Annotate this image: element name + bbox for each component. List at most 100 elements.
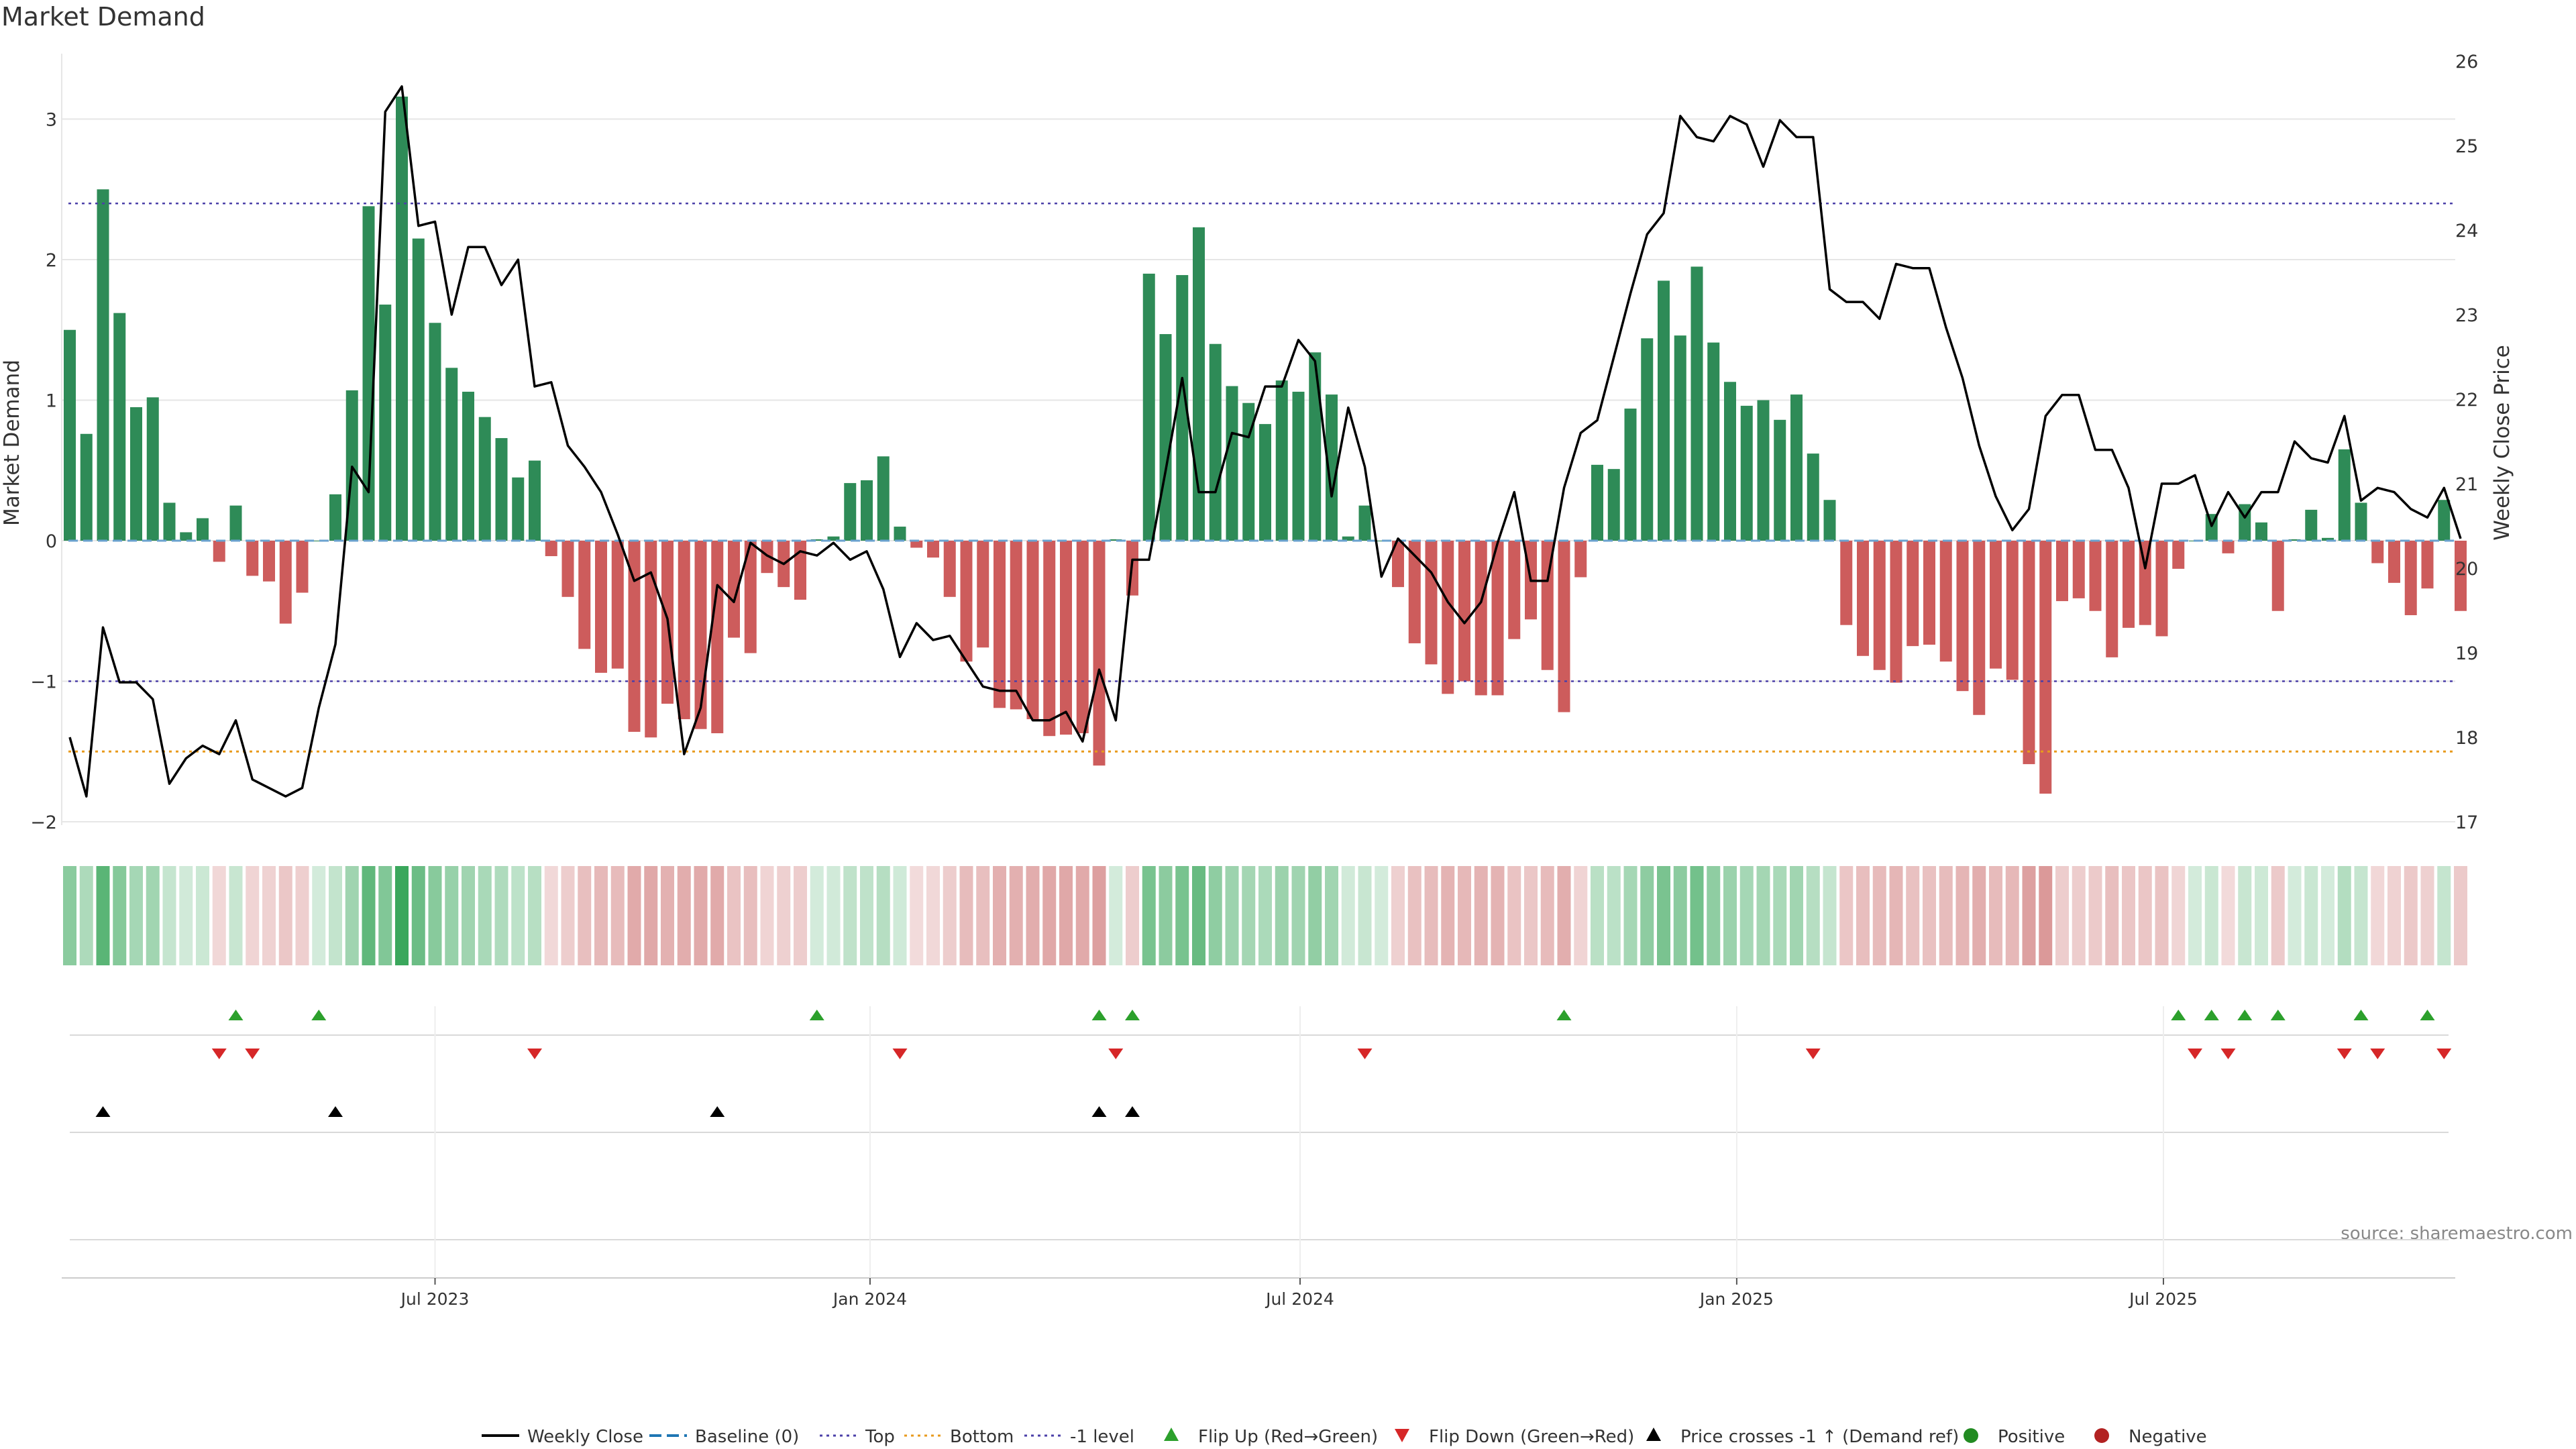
heat-cell-69 bbox=[1208, 866, 1222, 965]
price-cross-marker-3 bbox=[1091, 1106, 1107, 1117]
flip-down-marker-3 bbox=[892, 1049, 908, 1059]
heat-cell-119 bbox=[2039, 866, 2053, 965]
legend-label: Weekly Close bbox=[527, 1427, 643, 1447]
demand-bar-53 bbox=[943, 541, 956, 597]
y-right-tick-label: 21 bbox=[2455, 474, 2478, 495]
demand-bar-117 bbox=[2006, 541, 2019, 680]
demand-bar-141 bbox=[2404, 541, 2417, 616]
heat-cell-49 bbox=[876, 866, 890, 965]
y-axis-left-label: Market Demand bbox=[0, 360, 24, 526]
demand-bar-5 bbox=[146, 397, 159, 541]
y-right-tick-label: 17 bbox=[2455, 812, 2478, 833]
demand-bar-61 bbox=[1076, 541, 1089, 734]
heat-cell-89 bbox=[1540, 866, 1554, 965]
heat-cell-2 bbox=[96, 866, 110, 965]
heat-cell-114 bbox=[1955, 866, 1970, 965]
y-left-tick-label: −1 bbox=[30, 672, 57, 693]
heat-cell-15 bbox=[312, 866, 326, 965]
flip-down-marker-6 bbox=[1805, 1049, 1821, 1059]
demand-bar-39 bbox=[711, 541, 724, 734]
demand-bar-19 bbox=[379, 305, 392, 541]
heat-cell-9 bbox=[212, 866, 226, 965]
heat-cell-93 bbox=[1607, 866, 1621, 965]
demand-bar-59 bbox=[1043, 541, 1056, 737]
heat-cell-98 bbox=[1690, 866, 1704, 965]
demand-bar-67 bbox=[1176, 275, 1189, 541]
signal-panels bbox=[70, 1010, 2452, 1240]
demand-bar-74 bbox=[1292, 391, 1305, 541]
heat-cell-10 bbox=[229, 866, 243, 965]
demand-bar-52 bbox=[927, 541, 939, 558]
flip-down-marker-11 bbox=[2436, 1049, 2452, 1059]
demand-heat-strip bbox=[63, 866, 2467, 965]
flip-up-marker-10 bbox=[2353, 1010, 2369, 1020]
heat-cell-24 bbox=[462, 866, 475, 965]
demand-bar-108 bbox=[1857, 541, 1869, 656]
y-left-tick-label: 3 bbox=[46, 110, 57, 131]
demand-bar-73 bbox=[1275, 380, 1288, 541]
demand-bar-48 bbox=[861, 480, 873, 541]
heat-cell-60 bbox=[1059, 866, 1073, 965]
heat-cell-3 bbox=[113, 866, 127, 965]
heat-cell-117 bbox=[2005, 866, 2019, 965]
demand-bar-138 bbox=[2355, 502, 2367, 541]
flip-up-marker-6 bbox=[2171, 1010, 2186, 1020]
demand-bar-25 bbox=[478, 417, 491, 541]
demand-bar-14 bbox=[296, 541, 309, 593]
heat-cell-97 bbox=[1673, 866, 1687, 965]
flip-up-marker-9 bbox=[2270, 1010, 2286, 1020]
heat-cell-26 bbox=[494, 866, 508, 965]
heat-cell-128 bbox=[2188, 866, 2202, 965]
y-right-tick-label: 22 bbox=[2455, 390, 2478, 411]
demand-bar-63 bbox=[1110, 539, 1122, 541]
demand-bar-68 bbox=[1193, 227, 1205, 541]
heat-cell-99 bbox=[1707, 866, 1721, 965]
heat-cell-121 bbox=[2072, 866, 2086, 965]
heat-cell-35 bbox=[644, 866, 658, 965]
heat-cell-44 bbox=[794, 866, 807, 965]
demand-bar-3 bbox=[113, 313, 126, 541]
demand-bar-16 bbox=[329, 494, 341, 541]
heat-cell-101 bbox=[1739, 866, 1754, 965]
demand-bar-84 bbox=[1458, 541, 1470, 682]
heat-cell-8 bbox=[196, 866, 209, 965]
demand-bar-82 bbox=[1425, 541, 1438, 665]
y-right-tick-label: 25 bbox=[2455, 136, 2478, 157]
legend-label: -1 level bbox=[1070, 1427, 1134, 1447]
demand-bar-135 bbox=[2305, 509, 2318, 541]
heat-cell-38 bbox=[694, 866, 708, 965]
price-cross-marker-4 bbox=[1125, 1106, 1140, 1117]
demand-bar-9 bbox=[213, 541, 225, 562]
legend-label: Flip Down (Green→Red) bbox=[1429, 1427, 1634, 1447]
chart-title: Market Demand bbox=[1, 2, 205, 32]
demand-bar-111 bbox=[1907, 541, 1919, 647]
demand-bar-112 bbox=[1923, 541, 1935, 645]
heat-cell-91 bbox=[1574, 866, 1588, 965]
demand-bar-95 bbox=[1641, 338, 1654, 541]
demand-bar-69 bbox=[1209, 343, 1222, 541]
legend-label: Positive bbox=[1998, 1427, 2065, 1447]
heat-cell-107 bbox=[1839, 866, 1854, 965]
heat-cell-77 bbox=[1341, 866, 1355, 965]
demand-bar-140 bbox=[2388, 541, 2400, 583]
flip-down-marker-4 bbox=[1108, 1049, 1124, 1059]
demand-bar-62 bbox=[1093, 541, 1106, 766]
demand-bar-28 bbox=[529, 460, 541, 541]
heat-cell-32 bbox=[594, 866, 608, 965]
heat-cell-28 bbox=[528, 866, 541, 965]
y-axis-right-label: Weekly Close Price bbox=[2490, 345, 2514, 541]
demand-bar-144 bbox=[2455, 541, 2467, 611]
demand-bar-80 bbox=[1392, 541, 1404, 588]
demand-bar-97 bbox=[1674, 335, 1686, 541]
heat-cell-141 bbox=[2404, 866, 2418, 965]
heat-cell-59 bbox=[1042, 866, 1057, 965]
demand-bar-50 bbox=[894, 527, 906, 541]
demand-bar-66 bbox=[1159, 334, 1172, 541]
demand-bar-20 bbox=[396, 96, 408, 541]
heat-cell-118 bbox=[2022, 866, 2036, 965]
heat-cell-34 bbox=[627, 866, 641, 965]
demand-bar-7 bbox=[180, 532, 193, 541]
y-right-tick-label: 24 bbox=[2455, 221, 2478, 241]
heat-cell-83 bbox=[1441, 866, 1455, 965]
flip-up-marker-0 bbox=[228, 1010, 244, 1020]
